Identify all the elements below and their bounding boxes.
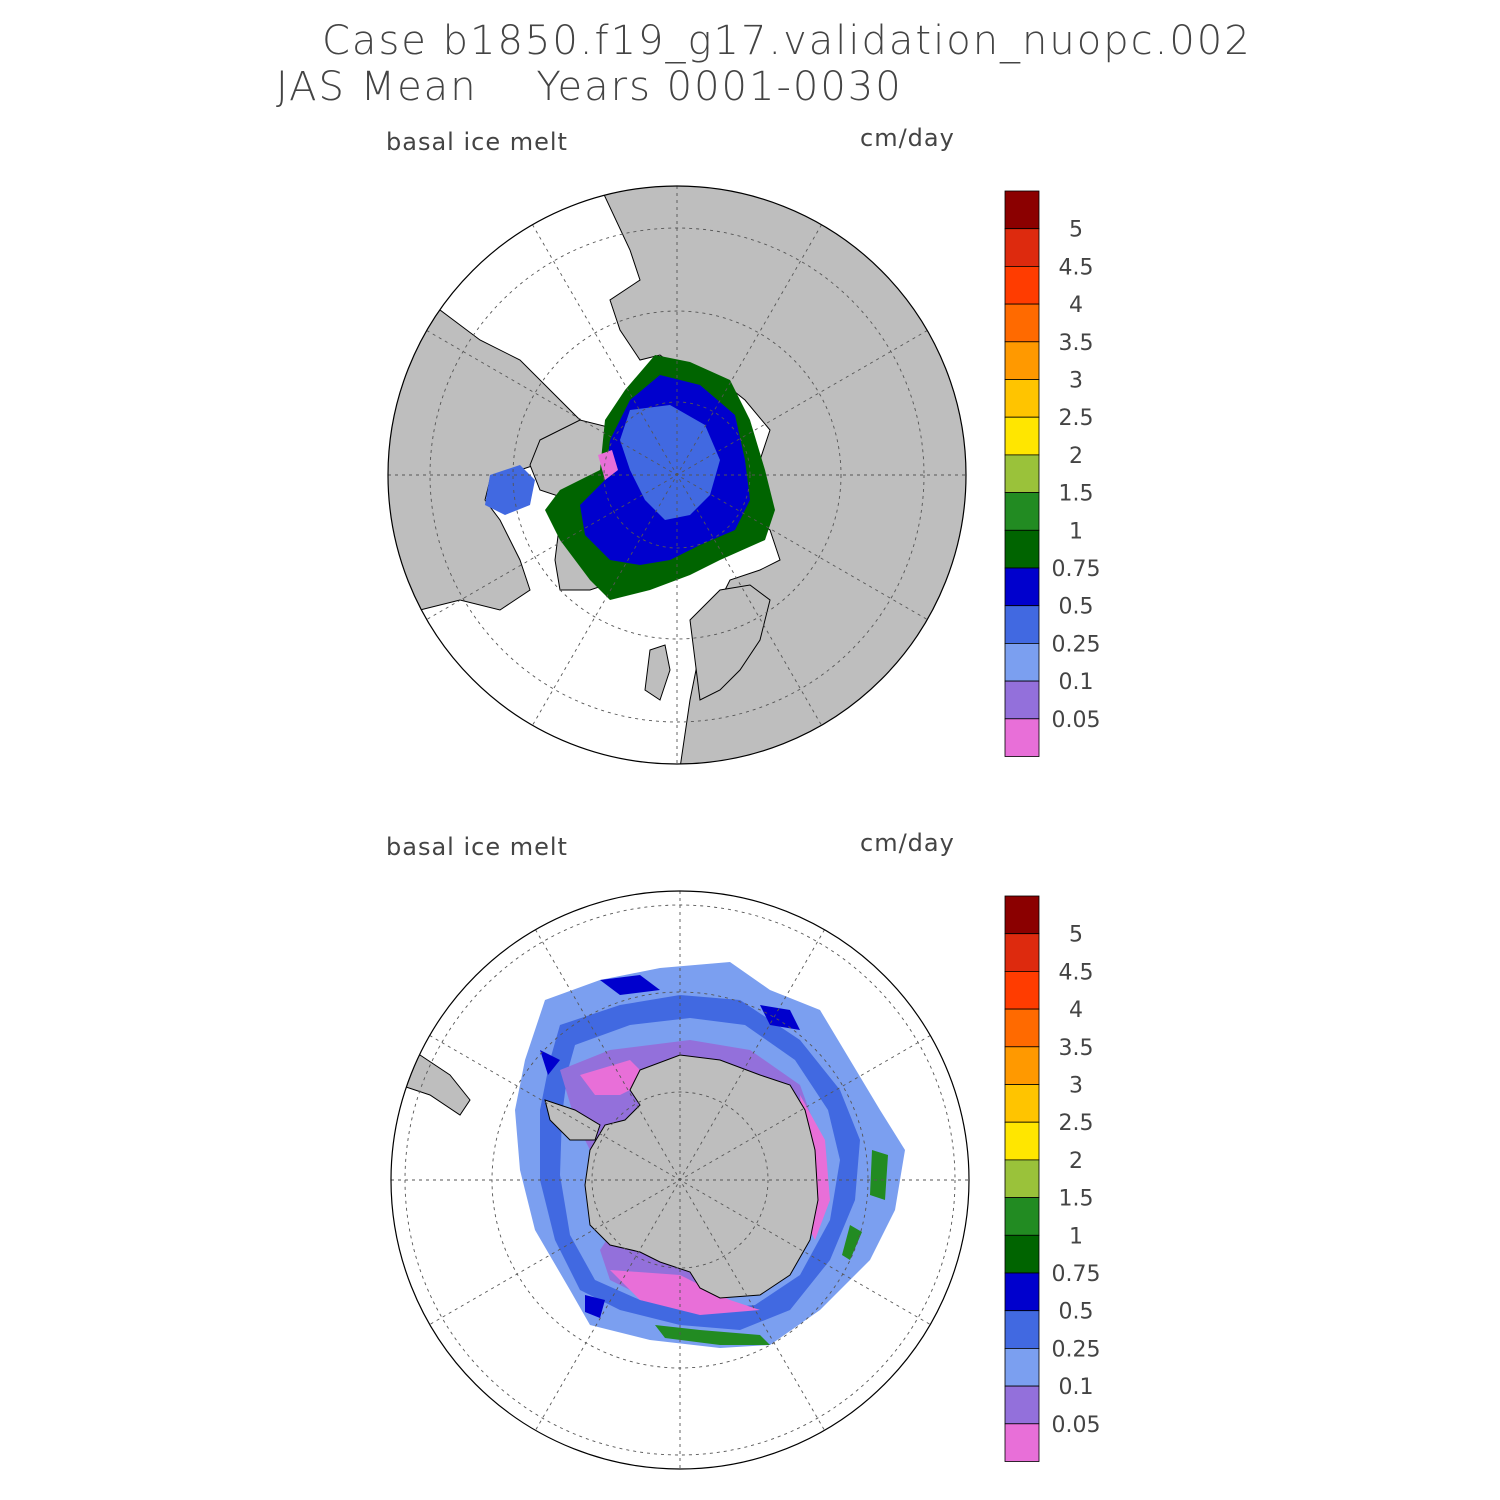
north-land-scandinavia bbox=[689, 584, 771, 701]
south-colorbar-label: 4.5 bbox=[1059, 960, 1094, 985]
north-colorbar-label: 5 bbox=[1069, 218, 1083, 243]
north-colorbar-swatch bbox=[1004, 718, 1040, 757]
north-colorbar-swatch bbox=[1004, 228, 1040, 267]
north-ice-lowmelt bbox=[598, 450, 618, 480]
north-colorbar-label: 2 bbox=[1069, 444, 1083, 469]
north-colorbar-swatch bbox=[1004, 265, 1040, 305]
north-colorbar-label: 1 bbox=[1069, 519, 1083, 544]
north-colorbar-swatch bbox=[1004, 416, 1040, 456]
south-colorbar-label: 0.75 bbox=[1052, 1262, 1101, 1287]
south-colorbar-label: 3.5 bbox=[1059, 1036, 1094, 1061]
north-ice-baffin bbox=[485, 465, 535, 515]
south-colorbar-swatch bbox=[1004, 1348, 1040, 1387]
south-colorbar-swatch bbox=[1004, 1385, 1040, 1425]
north-colorbar-label: 4.5 bbox=[1059, 255, 1094, 280]
north-colorbar-label: 0.1 bbox=[1059, 670, 1094, 695]
north-graticule bbox=[388, 186, 966, 764]
south-colorbar-swatch bbox=[1004, 1084, 1040, 1123]
south-colorbar-label: 2.5 bbox=[1059, 1111, 1094, 1136]
north-colorbar-label: 1.5 bbox=[1059, 482, 1094, 507]
south-colorbar-label: 2 bbox=[1069, 1149, 1083, 1174]
south-colorbar-swatch bbox=[1004, 1046, 1040, 1085]
south-colorbar-label: 4 bbox=[1069, 998, 1083, 1023]
north-colorbar: 5 4.5 4 3.5 3 2.5 2 1.5 1 0.75 0.5 0.25 0.1 0.05 bbox=[1004, 190, 1101, 757]
north-colorbar-label: 2.5 bbox=[1059, 406, 1094, 431]
north-colorbar-label: 0.25 bbox=[1052, 632, 1101, 657]
south-colorbar-swatch bbox=[1004, 971, 1040, 1010]
north-colorbar-swatch bbox=[1004, 605, 1040, 644]
south-colorbar-swatch bbox=[1004, 1310, 1040, 1349]
north-colorbar-swatch bbox=[1004, 643, 1040, 682]
south-colorbar-label: 1 bbox=[1069, 1224, 1083, 1249]
south-colorbar-swatch bbox=[1004, 933, 1040, 972]
south-colorbar-label: 0.25 bbox=[1052, 1337, 1101, 1362]
north-colorbar-label: 3.5 bbox=[1059, 331, 1094, 356]
south-ice-pink bbox=[580, 1060, 830, 1315]
figure-title-period: JAS Mean Years 0001-0030 bbox=[276, 64, 903, 110]
north-units-label: cm/day bbox=[860, 124, 955, 152]
figure-title-case: Case b1850.f19_g17.validation_nuopc.002 bbox=[322, 18, 1252, 64]
north-polar-map bbox=[387, 185, 967, 765]
north-colorbar-label: 0.05 bbox=[1052, 708, 1101, 733]
south-polar-map bbox=[390, 890, 970, 1470]
south-variable-label: basal ice melt bbox=[386, 833, 568, 861]
north-colorbar-swatch bbox=[1004, 492, 1040, 531]
south-colorbar-swatch bbox=[1004, 1423, 1040, 1462]
north-colorbar-label: 0.75 bbox=[1052, 557, 1101, 582]
north-colorbar-swatch bbox=[1004, 303, 1040, 343]
south-colorbar: 5 4.5 4 3.5 3 2.5 2 1.5 1 0.75 0.5 0.25 0.1 0.05 bbox=[1004, 895, 1101, 1462]
south-graticule bbox=[391, 891, 969, 1469]
north-colorbar-swatch bbox=[1004, 341, 1040, 380]
north-colorbar-label: 0.5 bbox=[1059, 595, 1094, 620]
north-colorbar-label: 4 bbox=[1069, 293, 1083, 318]
north-colorbar-label: 3 bbox=[1069, 369, 1083, 394]
north-colorbar-swatch bbox=[1004, 680, 1040, 720]
south-colorbar-label: 1.5 bbox=[1059, 1187, 1094, 1212]
south-colorbar-label: 3 bbox=[1069, 1074, 1083, 1099]
south-colorbar-swatch bbox=[1004, 895, 1040, 935]
south-colorbar-swatch bbox=[1004, 1121, 1040, 1161]
north-variable-label: basal ice melt bbox=[386, 128, 568, 156]
north-colorbar-swatch bbox=[1004, 529, 1040, 569]
north-land-uk bbox=[644, 644, 671, 701]
south-ice-green-east bbox=[842, 1150, 888, 1260]
south-colorbar-swatch bbox=[1004, 1197, 1040, 1236]
south-colorbar-swatch bbox=[1004, 1159, 1040, 1199]
north-colorbar-swatch bbox=[1004, 454, 1040, 493]
south-colorbar-label: 0.05 bbox=[1052, 1413, 1101, 1438]
north-colorbar-swatch bbox=[1004, 379, 1040, 418]
south-land-antarctica bbox=[584, 1054, 819, 1299]
south-colorbar-swatch bbox=[1004, 1272, 1040, 1312]
south-ice-green-south bbox=[655, 1325, 770, 1345]
south-colorbar-swatch bbox=[1004, 1008, 1040, 1048]
south-colorbar-label: 0.5 bbox=[1059, 1300, 1094, 1325]
south-colorbar-label: 5 bbox=[1069, 923, 1083, 948]
south-ice-blue-patches bbox=[540, 975, 800, 1318]
south-colorbar-label: 0.1 bbox=[1059, 1375, 1094, 1400]
north-colorbar-swatch bbox=[1004, 190, 1040, 230]
north-colorbar-swatch bbox=[1004, 567, 1040, 607]
south-colorbar-swatch bbox=[1004, 1234, 1040, 1274]
south-units-label: cm/day bbox=[860, 829, 955, 857]
